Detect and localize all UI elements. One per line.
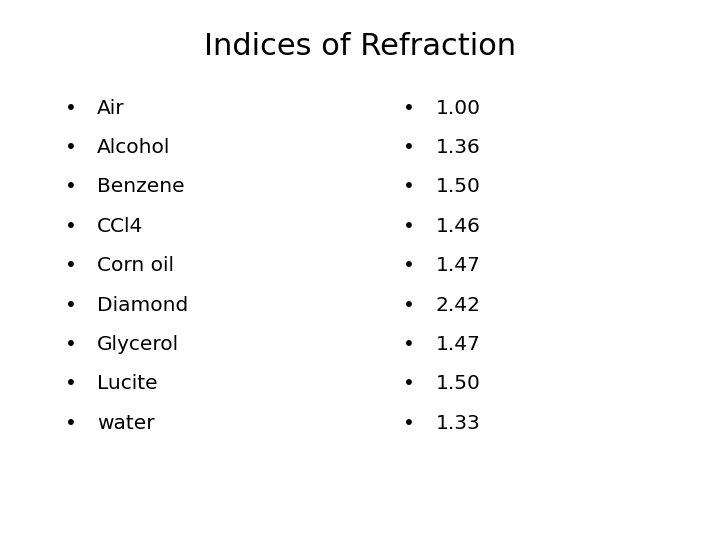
Text: •: • <box>403 374 415 394</box>
Text: •: • <box>65 295 76 315</box>
Text: Indices of Refraction: Indices of Refraction <box>204 32 516 62</box>
Text: 1.50: 1.50 <box>436 374 480 394</box>
Text: •: • <box>403 138 415 157</box>
Text: •: • <box>65 138 76 157</box>
Text: •: • <box>403 414 415 433</box>
Text: 1.33: 1.33 <box>436 414 480 433</box>
Text: •: • <box>403 295 415 315</box>
Text: •: • <box>403 335 415 354</box>
Text: 2.42: 2.42 <box>436 295 481 315</box>
Text: Diamond: Diamond <box>97 295 189 315</box>
Text: 1.00: 1.00 <box>436 98 481 118</box>
Text: Air: Air <box>97 98 125 118</box>
Text: water: water <box>97 414 155 433</box>
Text: 1.50: 1.50 <box>436 177 480 197</box>
Text: •: • <box>65 98 76 118</box>
Text: 1.47: 1.47 <box>436 335 480 354</box>
Text: CCl4: CCl4 <box>97 217 143 236</box>
Text: Corn oil: Corn oil <box>97 256 174 275</box>
Text: •: • <box>403 256 415 275</box>
Text: •: • <box>403 217 415 236</box>
Text: •: • <box>65 177 76 197</box>
Text: Glycerol: Glycerol <box>97 335 179 354</box>
Text: Benzene: Benzene <box>97 177 185 197</box>
Text: •: • <box>65 256 76 275</box>
Text: Lucite: Lucite <box>97 374 158 394</box>
Text: Alcohol: Alcohol <box>97 138 171 157</box>
Text: •: • <box>65 414 76 433</box>
Text: •: • <box>65 217 76 236</box>
Text: 1.46: 1.46 <box>436 217 480 236</box>
Text: 1.36: 1.36 <box>436 138 480 157</box>
Text: •: • <box>65 335 76 354</box>
Text: 1.47: 1.47 <box>436 256 480 275</box>
Text: •: • <box>403 98 415 118</box>
Text: •: • <box>65 374 76 394</box>
Text: •: • <box>403 177 415 197</box>
